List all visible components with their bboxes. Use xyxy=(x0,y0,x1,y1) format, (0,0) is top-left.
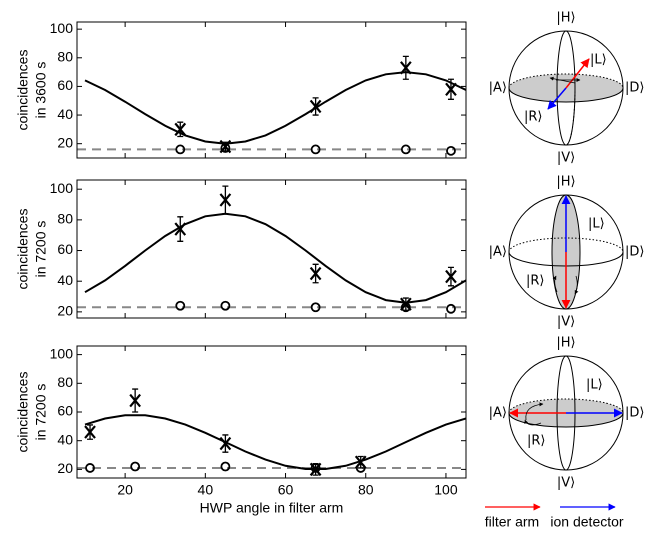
state-label: |A⟩ xyxy=(489,406,507,421)
state-label: |A⟩ xyxy=(489,245,507,260)
state-label: |D⟩ xyxy=(625,245,644,260)
y-tick-label: 100 xyxy=(50,180,74,196)
x-tick-label: 20 xyxy=(117,482,133,498)
fit-curve xyxy=(84,414,466,470)
y-axis-label: coincidences xyxy=(15,50,31,131)
data-point xyxy=(174,122,187,137)
background-point xyxy=(220,461,231,472)
axes-frame xyxy=(76,179,467,319)
background-point xyxy=(446,303,456,314)
y-axis-label: in 3600 s xyxy=(33,62,49,119)
data-point xyxy=(84,425,96,439)
plot-area xyxy=(77,414,466,470)
data-point xyxy=(219,139,232,154)
data-point xyxy=(174,222,187,236)
y-tick-label: 60 xyxy=(57,403,73,419)
state-label: |V⟩ xyxy=(557,315,575,330)
y-tick-label: 80 xyxy=(57,211,73,227)
y-tick-label: 80 xyxy=(57,48,73,64)
fit-curve xyxy=(84,212,466,304)
background-point xyxy=(220,300,231,311)
data-point xyxy=(309,462,322,477)
background-point xyxy=(400,144,411,155)
x-tick-label: 100 xyxy=(434,482,458,498)
state-label: |D⟩ xyxy=(625,406,644,421)
x-tick-label: 60 xyxy=(278,482,294,498)
fit-curve xyxy=(84,71,466,145)
background-point xyxy=(446,145,456,156)
background-point xyxy=(175,144,186,155)
data-point xyxy=(219,436,232,451)
x-axis-label: HWP angle in filter arm xyxy=(200,500,344,516)
bloch-sphere: |H⟩ |V⟩ |A⟩ |D⟩ |L⟩ |R⟩ |H⟩ |V⟩ |A⟩ |D⟩ … xyxy=(489,11,645,491)
background-point xyxy=(85,463,95,473)
data-point xyxy=(129,393,141,408)
state-label: |V⟩ xyxy=(557,476,575,491)
y-axis-label: coincidences xyxy=(15,372,31,453)
y-tick-label: 40 xyxy=(57,431,73,447)
state-label: |L⟩ xyxy=(590,53,607,68)
data-point xyxy=(445,82,457,96)
state-label: |H⟩ xyxy=(556,11,575,26)
state-label: |R⟩ xyxy=(527,434,545,449)
y-axis-label: coincidences xyxy=(15,209,31,290)
y-tick-label: 40 xyxy=(57,106,73,122)
data-point xyxy=(445,269,457,284)
state-label: |R⟩ xyxy=(524,110,542,125)
plot-area xyxy=(77,212,466,309)
data-point xyxy=(219,193,232,207)
state-label: |H⟩ xyxy=(556,175,575,190)
data-point xyxy=(399,297,412,311)
y-tick-label: 80 xyxy=(57,374,73,390)
y-tick-label: 100 xyxy=(50,345,74,361)
y-tick-label: 20 xyxy=(57,134,73,150)
y-axis-label: in 7200 s xyxy=(33,221,49,278)
data-point xyxy=(399,61,412,75)
background-point xyxy=(310,144,321,155)
y-tick-label: 60 xyxy=(57,241,73,257)
state-label: |D⟩ xyxy=(625,81,644,96)
data-point xyxy=(309,99,322,114)
x-tick-label: 40 xyxy=(198,482,214,498)
axes-frame xyxy=(76,21,467,159)
data-point xyxy=(309,266,322,281)
y-axis-label: in 7200 s xyxy=(33,384,49,441)
y-tick-label: 60 xyxy=(57,77,73,93)
y-tick-label: 20 xyxy=(57,303,73,319)
y-tick-label: 20 xyxy=(57,460,73,476)
y-tick-label: 100 xyxy=(50,20,74,36)
state-label: |V⟩ xyxy=(557,151,575,166)
y-tick-label: 40 xyxy=(57,272,73,288)
state-label: |L⟩ xyxy=(588,217,605,232)
background-point xyxy=(130,461,141,472)
state-label: |A⟩ xyxy=(489,81,507,96)
legend-label: filter arm xyxy=(485,514,539,530)
background-point xyxy=(175,300,186,311)
state-label: |L⟩ xyxy=(586,378,603,393)
plot-area xyxy=(77,71,466,151)
state-label: |H⟩ xyxy=(556,336,575,351)
background-point xyxy=(310,302,321,313)
legend-label: ion detector xyxy=(550,514,623,530)
state-label: |R⟩ xyxy=(526,274,544,289)
x-tick-label: 80 xyxy=(358,482,374,498)
data-point xyxy=(354,455,367,469)
